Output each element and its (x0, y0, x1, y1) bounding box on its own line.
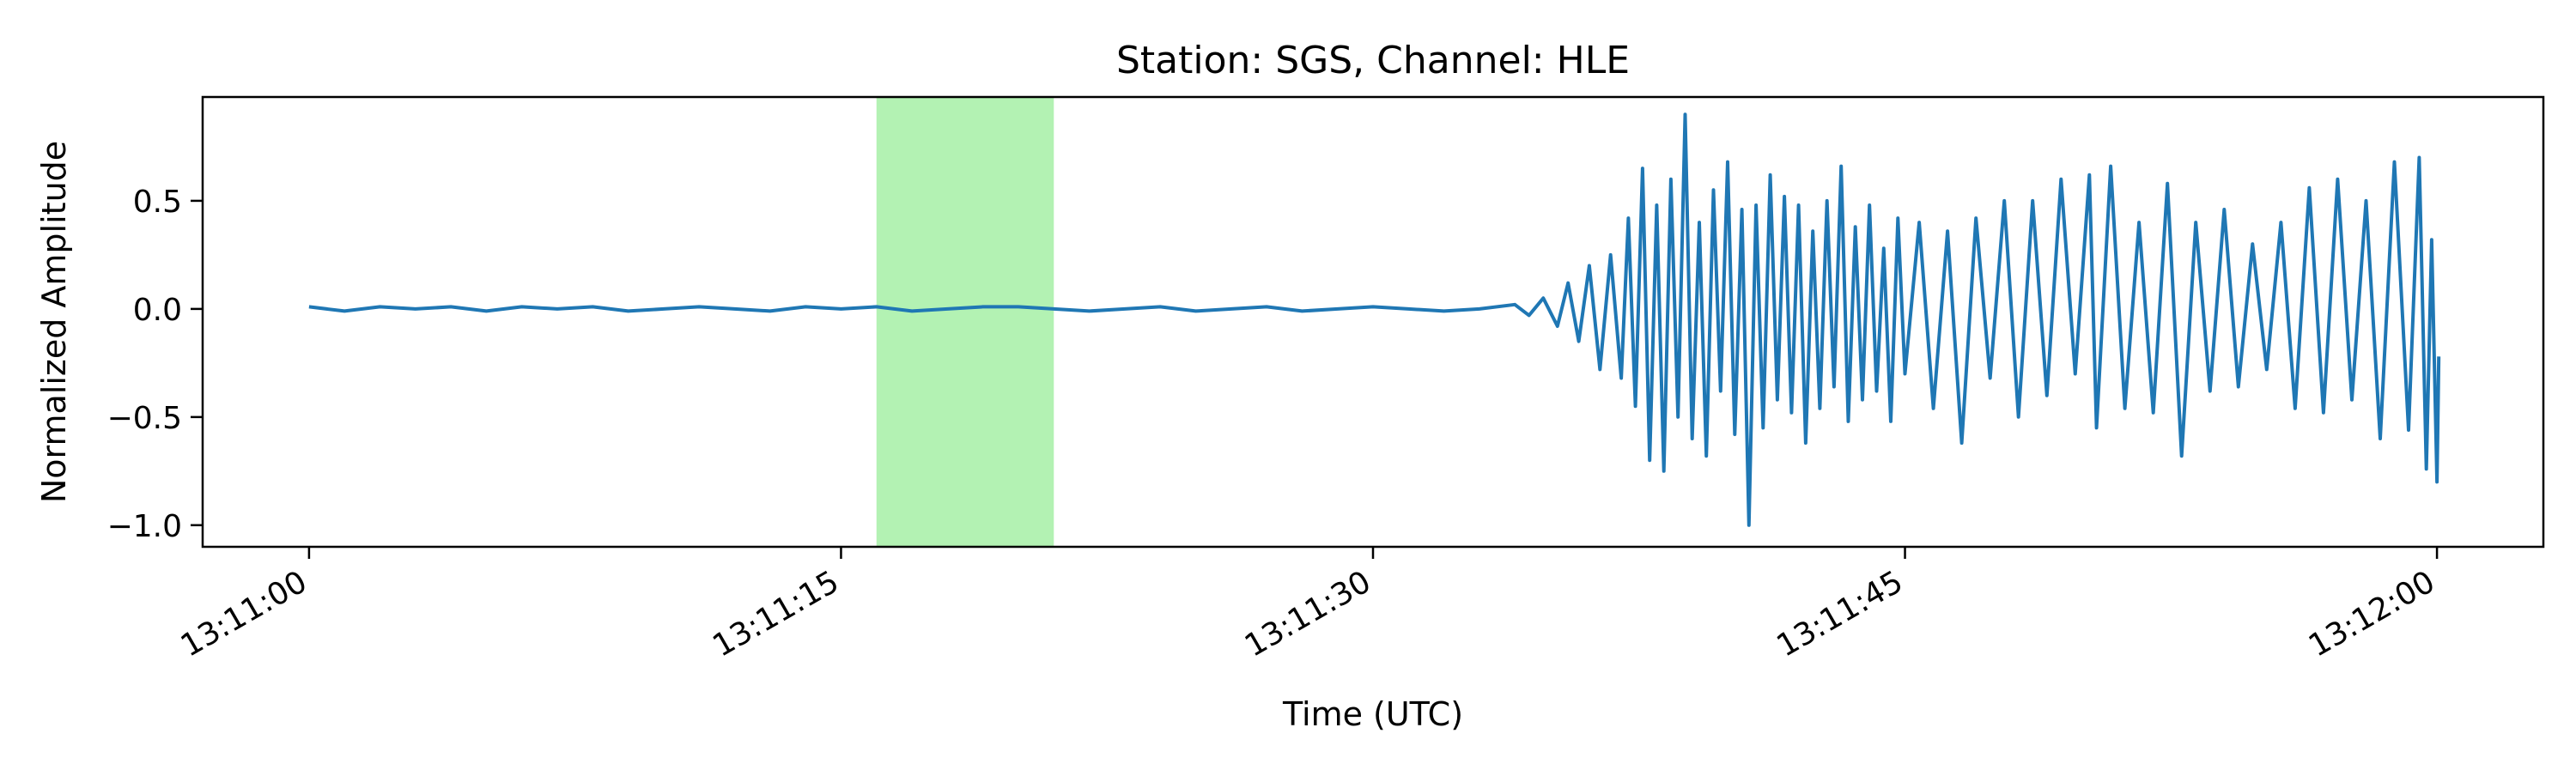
highlight-window (876, 97, 1054, 547)
chart-title: Station: SGS, Channel: HLE (1116, 39, 1630, 82)
y-tick-label: 0.5 (133, 185, 182, 220)
y-tick-label: −1.0 (107, 509, 182, 544)
highlight-layer (876, 97, 1054, 547)
waveform-trace (308, 112, 2441, 527)
y-tick-label: 0.0 (133, 293, 182, 328)
y-tick-label: −0.5 (107, 401, 182, 436)
trace-layer (308, 112, 2441, 527)
y-tick-layer: 0.5 0.0 −0.5 −1.0 (107, 185, 203, 544)
x-axis-label: Time (UTC) (1282, 695, 1463, 733)
y-axis-label: Normalized Amplitude (35, 141, 73, 503)
